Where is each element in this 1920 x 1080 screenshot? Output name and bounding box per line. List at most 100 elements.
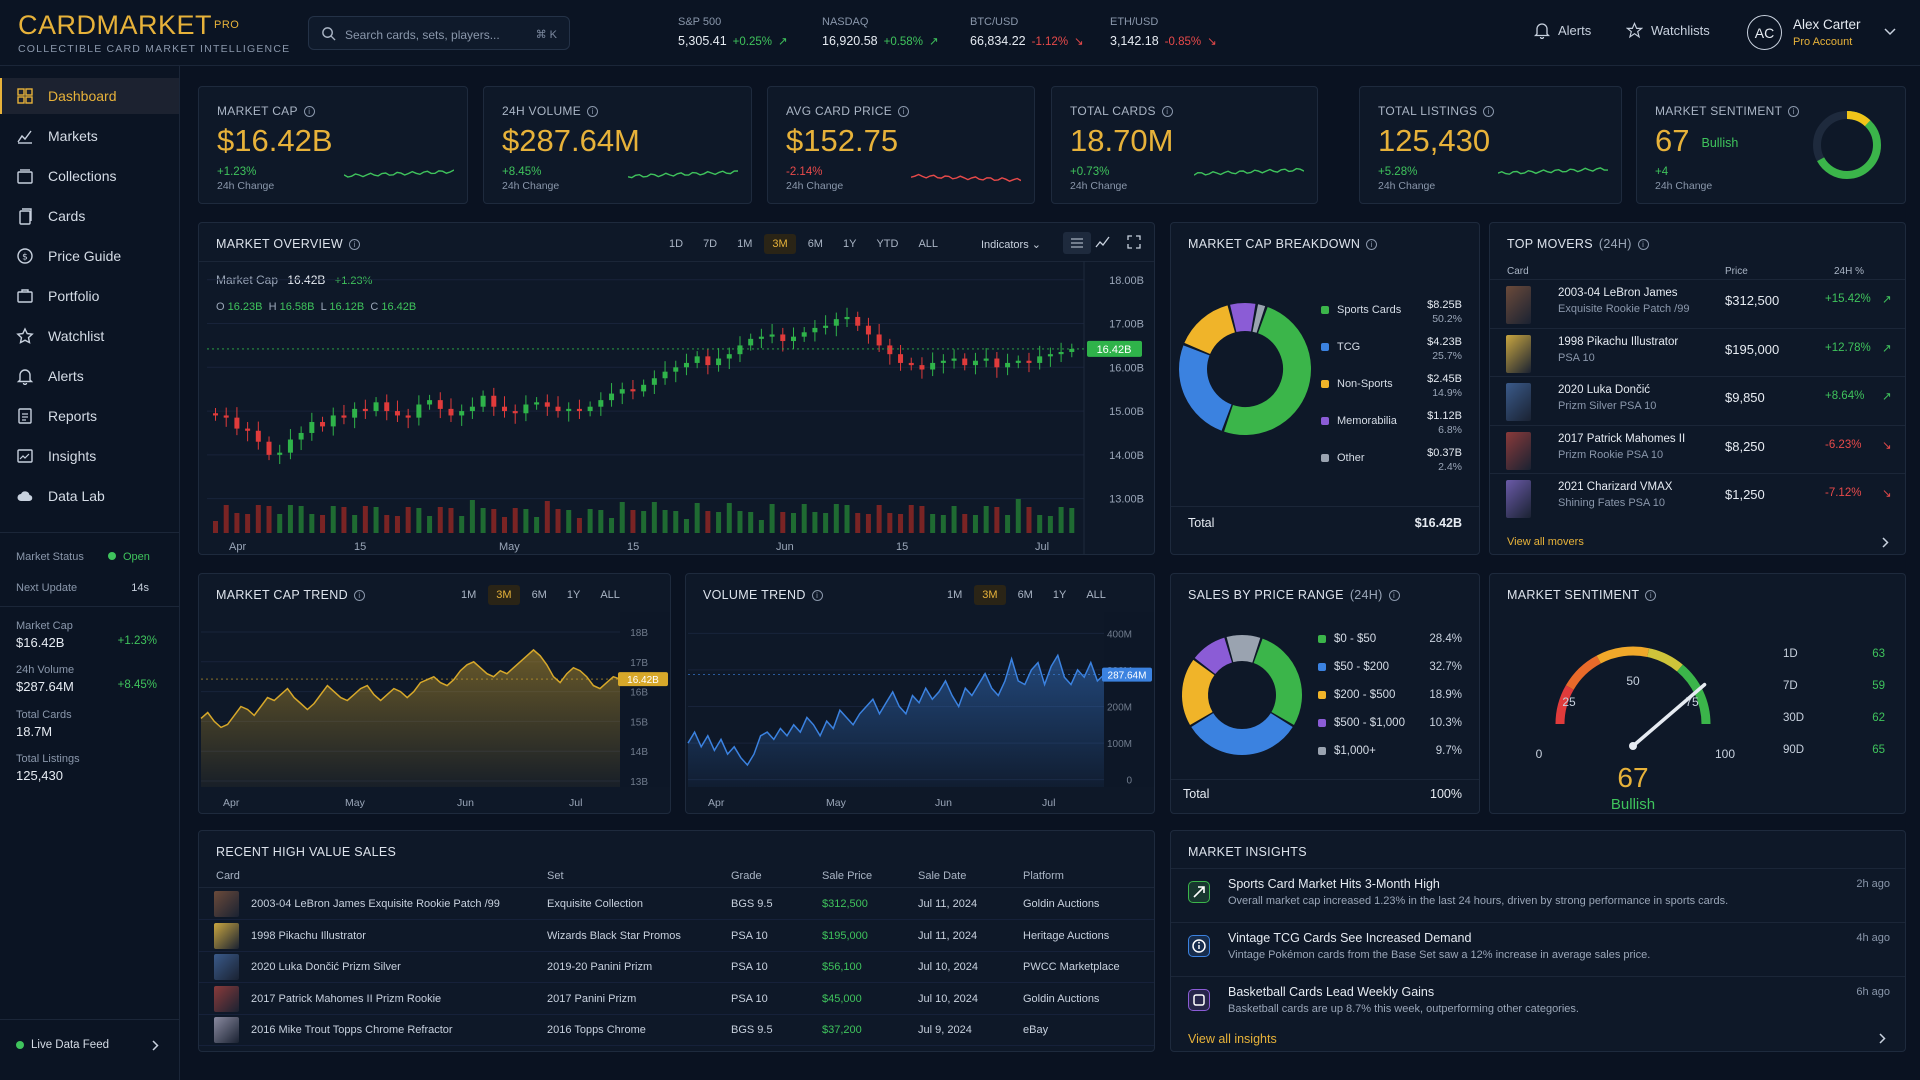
info-icon[interactable]: i: [303, 105, 315, 117]
price-range-slice[interactable]: [1182, 659, 1215, 725]
table-row[interactable]: [199, 952, 1154, 983]
table-row[interactable]: [199, 984, 1154, 1015]
timeframe-3m[interactable]: 3M: [488, 585, 520, 605]
sidebar-item-cards[interactable]: Cards: [0, 198, 179, 234]
breakdown-slice[interactable]: [1224, 307, 1311, 435]
price-range-donut[interactable]: [1179, 632, 1305, 758]
market-cap-area-chart[interactable]: 13B 14B 15B 16B 17B 18B 16.42B Apr May Jun Jul: [199, 612, 670, 813]
card-thumbnail[interactable]: [1506, 480, 1531, 518]
col-header[interactable]: Grade: [731, 870, 762, 882]
breakdown-legend-item[interactable]: TCG: [1321, 341, 1360, 353]
kpi-card-total-listings[interactable]: TOTAL LISTINGS i 125,430 +5.28% 24h Change: [1359, 86, 1622, 204]
price-range-legend-item[interactable]: $1,000+: [1318, 745, 1376, 757]
chevron-right-icon[interactable]: [1879, 1033, 1886, 1044]
sidebar-item-dashboard[interactable]: Dashboard: [0, 78, 179, 114]
sidebar-item-price-guide[interactable]: $ Price Guide: [0, 238, 179, 274]
alerts-button[interactable]: Alerts: [1534, 22, 1591, 39]
line-chart-icon[interactable]: [1095, 235, 1111, 249]
kpi-card-market-cap[interactable]: MARKET CAP i $16.42B +1.23% 24h Change: [198, 86, 468, 204]
timeframe-ytd[interactable]: YTD: [876, 238, 899, 250]
watchlists-button[interactable]: Watchlists: [1626, 22, 1710, 39]
col-header[interactable]: Card: [216, 870, 240, 882]
breakdown-slice[interactable]: [1184, 305, 1236, 355]
chevron-down-icon[interactable]: [1884, 28, 1896, 36]
brand-logo[interactable]: CARDMARKET PRO COLLECTIBLE CARD MARKET IN…: [18, 10, 290, 55]
breakdown-legend-item[interactable]: Non-Sports: [1321, 378, 1393, 390]
chevron-right-icon[interactable]: [1882, 537, 1889, 548]
price-range-slice[interactable]: [1194, 637, 1233, 675]
mover-name[interactable]: 2021 Charizard VMAX: [1558, 481, 1673, 493]
sidebar-item-markets[interactable]: Markets: [0, 118, 179, 154]
sidebar-item-watchlist[interactable]: Watchlist: [0, 318, 179, 354]
indicators-dropdown[interactable]: Indicators ⌄: [981, 238, 1041, 251]
card-thumbnail[interactable]: [1506, 383, 1531, 421]
info-icon[interactable]: i: [1637, 238, 1649, 250]
live-feed-label[interactable]: Live Data Feed: [31, 1039, 109, 1051]
view-all-insights-link[interactable]: View all insights: [1188, 1032, 1277, 1046]
mover-name[interactable]: 2003-04 LeBron James: [1558, 287, 1678, 299]
view-all-movers-link[interactable]: View all movers: [1507, 536, 1584, 548]
mover-name[interactable]: 2020 Luka Dončić: [1558, 384, 1651, 396]
timeframe-1m[interactable]: 1M: [737, 238, 753, 250]
ticker-3[interactable]: ETH/USD 3,142.18 -0.85% ↘: [1110, 16, 1217, 48]
timeframe-1y[interactable]: 1Y: [1052, 589, 1067, 601]
ticker-1[interactable]: NASDAQ 16,920.58 +0.58% ↗: [822, 16, 939, 48]
timeframe-6m[interactable]: 6M: [531, 589, 547, 601]
table-row[interactable]: [199, 889, 1154, 920]
fullscreen-icon[interactable]: [1127, 235, 1141, 249]
mover-name[interactable]: 2017 Patrick Mahomes II: [1558, 432, 1686, 445]
timeframe-3m[interactable]: 3M: [974, 585, 1006, 605]
timeframe-3m[interactable]: 3M: [764, 234, 796, 254]
kpi-card-market-sentiment[interactable]: MARKET SENTIMENT i 67 Bullish +4 24h Change: [1636, 86, 1906, 204]
info-icon[interactable]: i: [1388, 589, 1400, 601]
timeframe-1m[interactable]: 1M: [461, 589, 477, 601]
avatar[interactable]: AC: [1747, 15, 1782, 50]
sidebar-item-portfolio[interactable]: Portfolio: [0, 278, 179, 314]
ticker-2[interactable]: BTC/USD 66,834.22 -1.12% ↘: [970, 16, 1084, 48]
insight-title[interactable]: Vintage TCG Cards See Increased Demand: [1228, 931, 1472, 945]
info-icon[interactable]: i: [353, 589, 365, 601]
card-thumbnail[interactable]: [1506, 286, 1531, 324]
chevron-right-icon[interactable]: [152, 1040, 159, 1051]
breakdown-legend-item[interactable]: Memorabilia: [1321, 415, 1397, 427]
mover-name[interactable]: 1998 Pikachu Illustrator: [1558, 335, 1679, 348]
info-icon[interactable]: i: [1366, 238, 1378, 250]
info-icon[interactable]: i: [898, 105, 909, 117]
ticker-0[interactable]: S&P 500 5,305.41 +0.25% ↗: [678, 16, 788, 48]
info-icon[interactable]: i: [587, 105, 599, 117]
kpi-card-avg-card-price[interactable]: AVG CARD PRICE i $152.75 -2.14% 24h Change: [767, 86, 1035, 204]
info-icon[interactable]: i: [348, 238, 360, 250]
col-header[interactable]: Set: [547, 870, 564, 882]
breakdown-slice[interactable]: [1230, 303, 1256, 333]
card-thumbnail[interactable]: [1506, 334, 1531, 373]
timeframe-1y[interactable]: 1Y: [566, 589, 581, 601]
info-icon[interactable]: i: [1161, 105, 1173, 117]
breakdown-legend-item[interactable]: Sports Cards: [1321, 304, 1401, 316]
timeframe-all[interactable]: ALL: [1086, 589, 1106, 601]
price-range-slice[interactable]: [1226, 635, 1261, 663]
timeframe-7d[interactable]: 7D: [703, 238, 718, 250]
sidebar-item-reports[interactable]: Reports: [0, 398, 179, 434]
timeframe-6m[interactable]: 6M: [1017, 589, 1033, 601]
col-header[interactable]: Sale Price: [822, 870, 873, 882]
sidebar-item-insights[interactable]: Insights: [0, 438, 179, 474]
timeframe-all[interactable]: ALL: [918, 238, 939, 250]
breakdown-donut[interactable]: [1175, 299, 1315, 439]
timeframe-1m[interactable]: 1M: [947, 589, 963, 601]
table-row[interactable]: [199, 1015, 1154, 1046]
kpi-card-total-cards[interactable]: TOTAL CARDS i 18.70M +0.73% 24h Change: [1051, 86, 1318, 204]
breakdown-slice[interactable]: [1179, 345, 1233, 431]
breakdown-slice[interactable]: [1252, 304, 1266, 333]
price-range-legend-item[interactable]: $500 - $1,000: [1318, 717, 1405, 729]
info-icon[interactable]: i: [1788, 105, 1800, 117]
candlestick-chart[interactable]: 13.00B 14.00B 15.00B 16.00B 17.00B 18.00B Apr 1…: [199, 261, 1154, 554]
sidebar-item-data-lab[interactable]: Data Lab: [0, 478, 179, 514]
col-header[interactable]: Platform: [1023, 870, 1064, 882]
price-range-legend-item[interactable]: $50 - $200: [1318, 661, 1389, 673]
info-icon[interactable]: i: [1645, 589, 1657, 601]
timeframe-all[interactable]: ALL: [600, 589, 620, 601]
timeframe-1y[interactable]: 1Y: [842, 238, 857, 250]
info-icon[interactable]: i: [811, 589, 823, 601]
kpi-card-24h-volume[interactable]: 24H VOLUME i $287.64M +8.45% 24h Change: [483, 86, 752, 204]
sidebar-item-collections[interactable]: Collections: [0, 158, 179, 194]
